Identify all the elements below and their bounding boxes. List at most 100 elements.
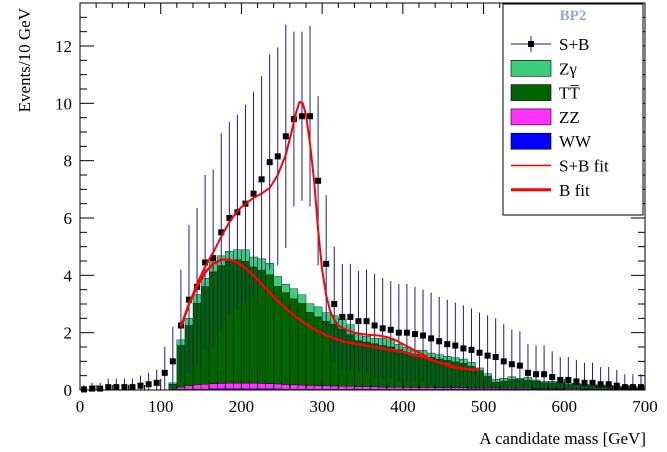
legend-label-s-b-fit: S+B fit	[559, 157, 609, 176]
bar-ttbar	[305, 312, 315, 386]
x-tick-label: 300	[309, 397, 335, 416]
data-point	[210, 255, 217, 262]
data-point	[379, 325, 386, 332]
x-tick-label: 100	[148, 397, 174, 416]
legend-swatch-tt-	[510, 84, 552, 101]
bar-zgamma	[305, 303, 315, 313]
bar-zgamma	[313, 306, 323, 318]
x-tick-label: 0	[76, 397, 85, 416]
bar-zz	[289, 384, 299, 390]
data-point	[557, 376, 564, 383]
x-tick-label: 200	[229, 397, 255, 416]
data-point	[492, 354, 499, 361]
legend-label-ww: WW	[559, 132, 592, 151]
legend-label-tt-: TT̅	[559, 84, 580, 103]
bar-zz	[386, 386, 395, 390]
sb-fit-curve	[179, 100, 476, 371]
bar-zz	[330, 385, 339, 390]
legend: BP2 S+B Zγ TT̅ ZZ WW S+B fit B fit	[502, 3, 644, 216]
data-point	[436, 338, 443, 345]
data-point	[549, 374, 556, 381]
bar-zz	[346, 386, 355, 390]
data-point	[331, 301, 338, 307]
data-point	[250, 190, 257, 197]
bar-zz	[305, 385, 315, 390]
legend-label-s-b: S+B	[559, 35, 589, 54]
data-point	[307, 113, 314, 120]
x-tick-label: 600	[552, 397, 578, 416]
y-tick-label: 6	[64, 209, 73, 228]
data-point	[589, 379, 596, 386]
bar-zz	[354, 386, 363, 390]
data-point	[282, 133, 289, 140]
data-point	[97, 385, 104, 392]
data-point	[613, 382, 620, 389]
bar-zgamma	[281, 284, 291, 294]
data-point	[81, 386, 88, 393]
legend-swatch-z-	[510, 59, 552, 77]
data-point	[169, 358, 176, 365]
data-point	[105, 384, 112, 391]
data-point	[533, 371, 540, 378]
bar-ttbar	[313, 316, 323, 386]
bar-zz	[313, 385, 323, 390]
data-point	[581, 379, 588, 386]
bar-zgamma	[273, 276, 282, 287]
y-axis-title: Events/10 GeV	[15, 7, 34, 112]
data-point	[202, 259, 209, 266]
bar-zz	[241, 382, 250, 390]
data-point	[226, 215, 233, 221]
bar-zz	[410, 387, 420, 390]
legend-swatch-zz	[510, 108, 552, 126]
data-point	[355, 318, 362, 325]
data-point	[89, 385, 96, 392]
data-point	[113, 384, 120, 391]
bar-zz	[217, 383, 226, 390]
data-point	[323, 260, 330, 267]
data-point	[629, 384, 636, 391]
bar-zz	[297, 384, 307, 390]
bar-zz	[208, 383, 218, 390]
data-point	[121, 384, 128, 391]
bar-zz	[362, 386, 371, 390]
data-point	[161, 369, 168, 376]
data-point	[468, 346, 475, 353]
y-tick-label: 0	[64, 381, 73, 400]
data-point	[621, 384, 628, 391]
legend-swatch-sb-marker	[528, 41, 534, 47]
bar-zz	[225, 382, 234, 390]
data-point	[137, 382, 144, 389]
data-point	[605, 381, 612, 388]
bar-zz	[434, 387, 444, 390]
legend-label-b-fit: B fit	[559, 181, 590, 200]
bar-zz	[192, 384, 202, 390]
data-point	[428, 335, 435, 342]
data-point	[516, 362, 523, 369]
y-tick-label: 10	[55, 94, 72, 113]
data-point	[218, 229, 225, 236]
data-point	[387, 326, 394, 333]
y-tick-label: 12	[55, 37, 72, 56]
data-point	[573, 378, 580, 385]
bar-zz	[233, 382, 242, 390]
data-point	[274, 153, 281, 160]
data-point	[637, 384, 644, 391]
data-point	[266, 159, 273, 166]
data-point	[508, 361, 515, 368]
bar-zz	[200, 384, 210, 390]
bar-zz	[257, 383, 266, 390]
y-tick-label: 8	[64, 152, 73, 171]
data-point	[403, 329, 410, 336]
bar-zz	[273, 383, 282, 390]
x-tick-label: 700	[632, 397, 658, 416]
data-point	[524, 369, 531, 376]
legend-swatch-ww	[510, 132, 552, 150]
data-point	[371, 322, 378, 329]
bar-zz	[418, 387, 428, 390]
data-point	[347, 313, 354, 320]
bar-zz	[426, 387, 436, 390]
bar-zz	[176, 386, 186, 390]
bar-zgamma	[289, 288, 299, 300]
data-point	[476, 349, 483, 356]
data-point	[484, 352, 491, 359]
